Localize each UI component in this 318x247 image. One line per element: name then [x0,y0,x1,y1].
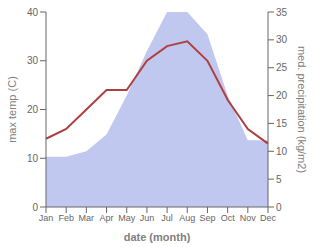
svg-text:Jul: Jul [161,213,173,223]
svg-text:Oct: Oct [221,213,236,223]
svg-text:Mar: Mar [79,213,95,223]
svg-text:max temp (C): max temp (C) [8,76,18,143]
svg-text:5: 5 [276,174,282,185]
svg-text:0: 0 [32,202,38,213]
svg-text:Feb: Feb [58,213,74,223]
svg-text:med. precipitation (kg/m2): med. precipitation (kg/m2) [296,46,308,173]
svg-text:15: 15 [276,118,288,129]
svg-text:30: 30 [276,34,288,45]
svg-text:Jun: Jun [140,213,155,223]
svg-text:20: 20 [276,90,288,101]
svg-text:May: May [118,213,136,223]
svg-text:Nov: Nov [240,213,257,223]
svg-text:Jan: Jan [39,213,54,223]
svg-text:10: 10 [276,146,288,157]
svg-text:25: 25 [276,62,288,73]
svg-text:Dec: Dec [260,213,277,223]
svg-text:40: 40 [27,7,39,18]
svg-text:date (month): date (month) [124,231,191,243]
svg-text:10: 10 [27,153,39,164]
svg-text:Aug: Aug [179,213,195,223]
svg-text:0: 0 [276,202,282,213]
svg-text:20: 20 [27,104,39,115]
svg-text:Sep: Sep [199,213,215,223]
svg-text:Apr: Apr [100,213,114,223]
svg-text:35: 35 [276,7,288,18]
svg-text:30: 30 [27,55,39,66]
